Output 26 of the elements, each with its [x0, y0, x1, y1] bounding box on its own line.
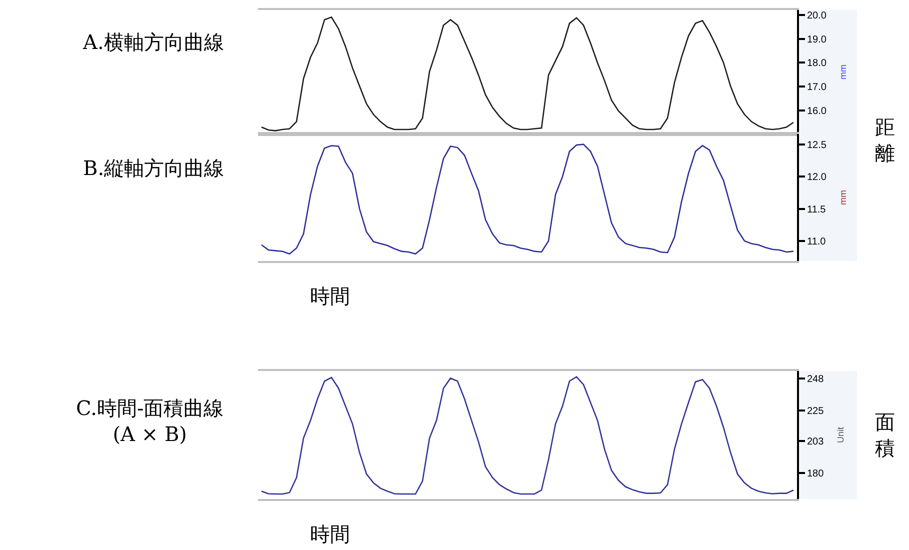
line-series: [260, 16, 794, 132]
text: B.縦軸方向曲線: [83, 156, 224, 180]
text: A.横軸方向曲線: [82, 30, 224, 54]
y-tick-label: 203: [807, 436, 824, 448]
y-tick-label: 11.0: [807, 236, 826, 248]
line-series: [260, 376, 794, 495]
y-axis-title: Unit: [835, 426, 846, 444]
y-axis-title: mm: [838, 64, 848, 80]
y-tick-label: 17.0: [807, 82, 827, 93]
y-tick-label: 248: [807, 374, 824, 386]
text: 距離: [875, 115, 895, 165]
y-axis-title: mm: [838, 190, 848, 205]
y-tick-label: 12.5: [807, 140, 827, 151]
x-axis-title: 時間: [310, 522, 350, 546]
y-tick-label: 16.0: [807, 106, 827, 117]
y-tick-label: 225: [807, 406, 824, 418]
y-tick-label: 180: [807, 468, 824, 480]
y-tick-label: 11.5: [807, 204, 826, 216]
text: C.時間-面積曲線 (A × B): [76, 396, 224, 446]
y-tick-label: 12.0: [807, 172, 827, 184]
y-tick-label: 18.0: [807, 58, 827, 70]
x-axis-title: 時間: [310, 284, 350, 308]
y-tick-label: 20.0: [807, 10, 827, 22]
y-tick-label: 19.0: [807, 34, 827, 46]
line-series: [260, 144, 794, 255]
text: 面積: [875, 410, 895, 460]
